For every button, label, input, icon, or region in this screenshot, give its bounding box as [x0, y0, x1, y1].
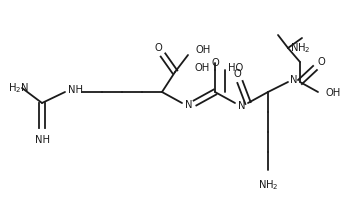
- Text: H$_2$N: H$_2$N: [8, 81, 29, 95]
- Text: N: N: [185, 100, 192, 110]
- Text: OH: OH: [325, 88, 340, 98]
- Text: OH: OH: [195, 63, 210, 73]
- Text: NH: NH: [68, 85, 83, 95]
- Text: O: O: [233, 69, 241, 79]
- Text: NH$_2$: NH$_2$: [290, 41, 310, 55]
- Text: O: O: [211, 58, 219, 68]
- Text: OH: OH: [195, 45, 210, 55]
- Text: NH: NH: [34, 135, 49, 145]
- Text: O: O: [154, 43, 162, 53]
- Text: N: N: [238, 101, 246, 111]
- Text: N: N: [290, 75, 297, 85]
- Text: HO: HO: [228, 63, 243, 73]
- Text: NH$_2$: NH$_2$: [258, 178, 278, 192]
- Text: O: O: [318, 57, 326, 67]
